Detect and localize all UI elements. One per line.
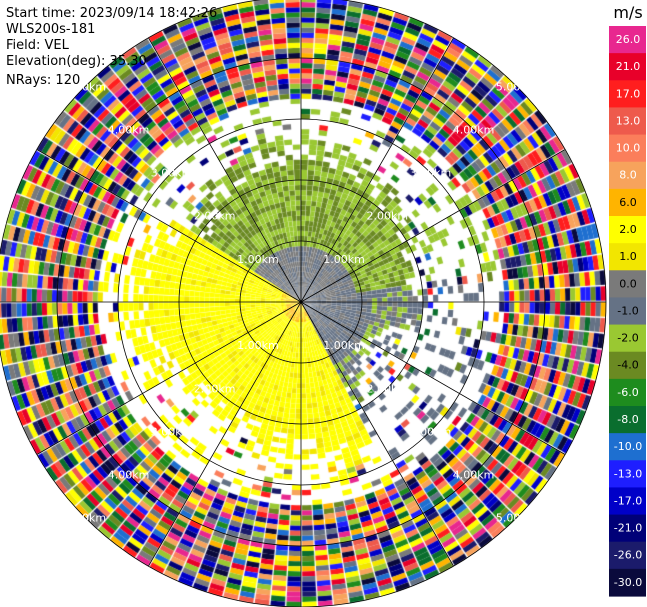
colorbar-swatch [609, 188, 646, 217]
colorbar-swatch [609, 26, 646, 54]
velocity-colorbar: m/s 26.0 21.0 17.0 13.0 10.0 8.0 6.0 2.0 1.0 0.0 -1… [609, 3, 646, 597]
colorbar-swatch [609, 161, 646, 190]
colorbar-tick-label: -8.0 [617, 413, 638, 426]
nrays-label: NRays: 120 [6, 73, 81, 88]
range-ring-label: 1.00km [323, 339, 365, 352]
colorbar-tick-label: 10.0 [616, 142, 641, 155]
range-ring-overlay: 1.00km 1.00km 1.00km 1.00km 2.00km 2.00km 2.00… [0, 0, 607, 607]
colorbar-swatch [609, 53, 646, 81]
colorbar-tick-label: -17.0 [614, 494, 642, 507]
colorbar-tick-label: 1.0 [619, 250, 637, 263]
colorbar-swatch [609, 460, 646, 489]
elevation-label: Elevation(deg): 35.30 [6, 54, 147, 69]
colorbar-tick-label: -4.0 [617, 359, 638, 372]
range-ring-label: 3.00km [151, 425, 193, 438]
range-ring-label: 1.00km [237, 339, 279, 352]
colorbar-swatch [609, 541, 646, 570]
colorbar-swatch [609, 216, 646, 244]
azimuth-spoke [300, 149, 566, 303]
azimuth-spoke [36, 301, 302, 455]
colorbar-swatch [609, 107, 646, 136]
colorbar-tick-label: -26.0 [614, 549, 642, 562]
azimuth-spoke [36, 149, 302, 303]
colorbar-tick-label: -13.0 [614, 467, 642, 480]
range-ring-label: 4.00km [453, 469, 495, 482]
scan-info: Start time: 2023/09/14 18:42:26 WLS200s-… [6, 6, 217, 89]
azimuth-spoke [300, 301, 566, 455]
range-ring-label: 2.00km [367, 382, 409, 395]
colorbar-tick-label: -30.0 [614, 576, 642, 589]
colorbar-tick-label: 2.0 [619, 223, 637, 236]
range-ring-label: 4.00km [108, 124, 150, 137]
colorbar-tick-label: -10.0 [614, 440, 642, 453]
range-ring-label: 5.00km [496, 512, 538, 525]
colorbar-swatch [609, 134, 646, 163]
colorbar-swatch [609, 378, 646, 407]
azimuth-spoke [148, 37, 302, 303]
range-ring-label: 5.00km [65, 512, 107, 525]
colorbar-swatch [609, 351, 646, 380]
colorbar-tick-label: 21.0 [616, 60, 641, 73]
range-ring-label: 3.00km [151, 167, 193, 180]
range-ring-label: 1.00km [323, 253, 365, 266]
range-ring-label: 2.00km [194, 382, 236, 395]
azimuth-spoke [300, 37, 454, 303]
colorbar-tick-label: -6.0 [617, 386, 638, 399]
range-ring-label: 2.00km [367, 210, 409, 223]
range-ring-label: 3.00km [410, 167, 452, 180]
instrument-label: WLS200s-181 [6, 22, 96, 37]
colorbar-swatch [609, 80, 646, 109]
colorbar-swatch [609, 487, 646, 516]
colorbar-swatch [609, 568, 646, 597]
range-ring-label: 4.00km [453, 124, 495, 137]
colorbar-swatch [609, 406, 646, 434]
colorbar-swatch [609, 514, 646, 543]
colorbar-tick-label: 8.0 [619, 169, 637, 182]
range-ring-label: 1.00km [237, 253, 279, 266]
colorbar-unit-label: m/s [613, 3, 642, 22]
colorbar-swatch [609, 324, 646, 353]
colorbar-swatch [609, 243, 646, 271]
range-ring-label: 5.00km [496, 80, 538, 93]
range-ring-label: 3.00km [410, 425, 452, 438]
range-ring-label: 2.00km [194, 210, 236, 223]
colorbar-tick-label: 6.0 [619, 196, 637, 209]
range-ring-label: 5.00km [65, 80, 107, 93]
colorbar-swatch [609, 270, 646, 299]
colorbar-swatch [609, 433, 646, 461]
colorbar-tick-label: 26.0 [616, 33, 641, 46]
colorbar-tick-label: 17.0 [616, 87, 641, 100]
colorbar-tick-label: -21.0 [614, 522, 642, 535]
azimuth-spoke [300, 301, 454, 567]
colorbar-tick-label: -1.0 [617, 304, 638, 317]
colorbar-swatch [609, 297, 646, 326]
range-ring-label: 4.00km [108, 469, 150, 482]
field-label: Field: VEL [6, 38, 69, 53]
colorbar-tick-label: 13.0 [616, 114, 641, 127]
start-time-label: Start time: 2023/09/14 18:42:26 [6, 6, 218, 21]
azimuth-spoke [148, 301, 302, 567]
colorbar-tick-label: -2.0 [617, 332, 638, 345]
colorbar-tick-label: 0.0 [619, 277, 637, 290]
